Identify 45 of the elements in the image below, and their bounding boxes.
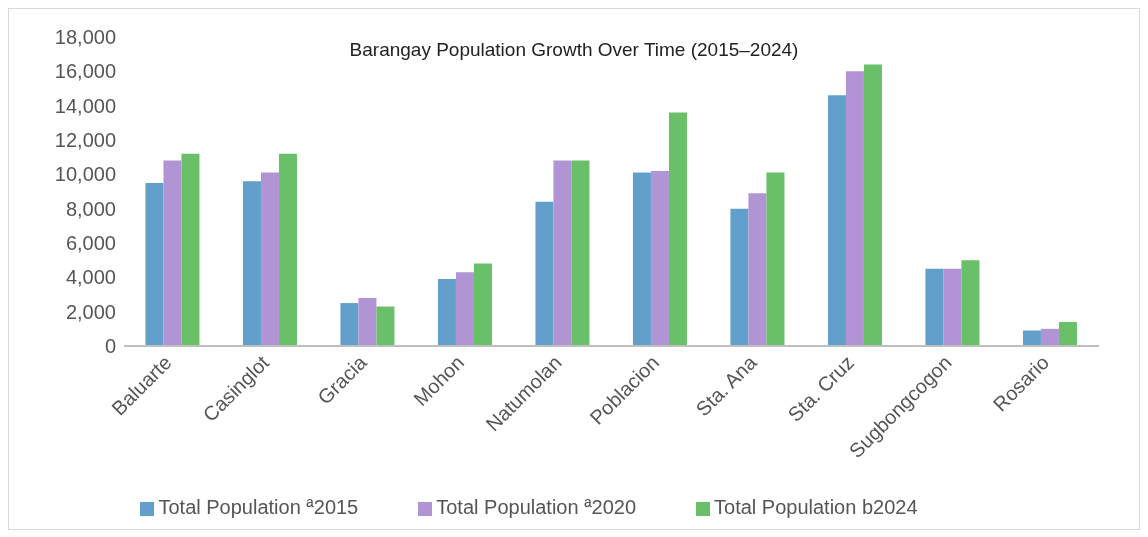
bar <box>1022 330 1041 346</box>
bar <box>730 208 749 346</box>
y-tick-label: 16,000 <box>54 60 116 83</box>
bar <box>748 193 767 346</box>
y-tick-label: 18,000 <box>54 26 116 49</box>
bar <box>1058 321 1077 346</box>
bar <box>376 306 395 346</box>
bar <box>925 268 944 346</box>
bar <box>340 303 359 346</box>
bar <box>145 182 164 346</box>
bar <box>260 172 279 346</box>
bar <box>845 71 864 346</box>
y-tick-label: 0 <box>104 335 116 358</box>
legend-label: Total Population ª2015 <box>158 496 359 518</box>
bar <box>961 260 980 346</box>
bar <box>863 64 882 346</box>
bar <box>455 272 474 346</box>
y-tick-label: 2,000 <box>65 300 116 323</box>
bar <box>632 172 651 346</box>
bar <box>242 181 261 346</box>
legend-label: Total Population ª2020 <box>436 496 637 518</box>
bar <box>827 95 846 346</box>
y-tick-label: 6,000 <box>65 232 116 255</box>
bar <box>473 263 492 346</box>
bar <box>437 279 456 346</box>
bar <box>571 160 590 346</box>
bar <box>535 201 554 346</box>
bar <box>1040 328 1059 346</box>
bar <box>278 153 297 346</box>
bar <box>553 160 572 346</box>
bar <box>650 170 669 346</box>
x-tick-label: Sta. Ana <box>691 350 762 421</box>
bar <box>181 153 200 346</box>
bar <box>163 160 182 346</box>
bar <box>766 172 785 346</box>
chart-title: Barangay Population Growth Over Time (2015–2024) <box>349 39 799 60</box>
legend-label: Total Population b2024 <box>714 496 918 518</box>
y-tick-label: 4,000 <box>65 266 116 289</box>
bar <box>943 268 962 346</box>
y-tick-label: 10,000 <box>54 163 116 186</box>
y-tick-label: 14,000 <box>54 94 116 117</box>
y-tick-label: 8,000 <box>65 197 116 220</box>
bar <box>668 112 687 346</box>
y-tick-label: 12,000 <box>54 129 116 152</box>
bar <box>358 297 377 346</box>
